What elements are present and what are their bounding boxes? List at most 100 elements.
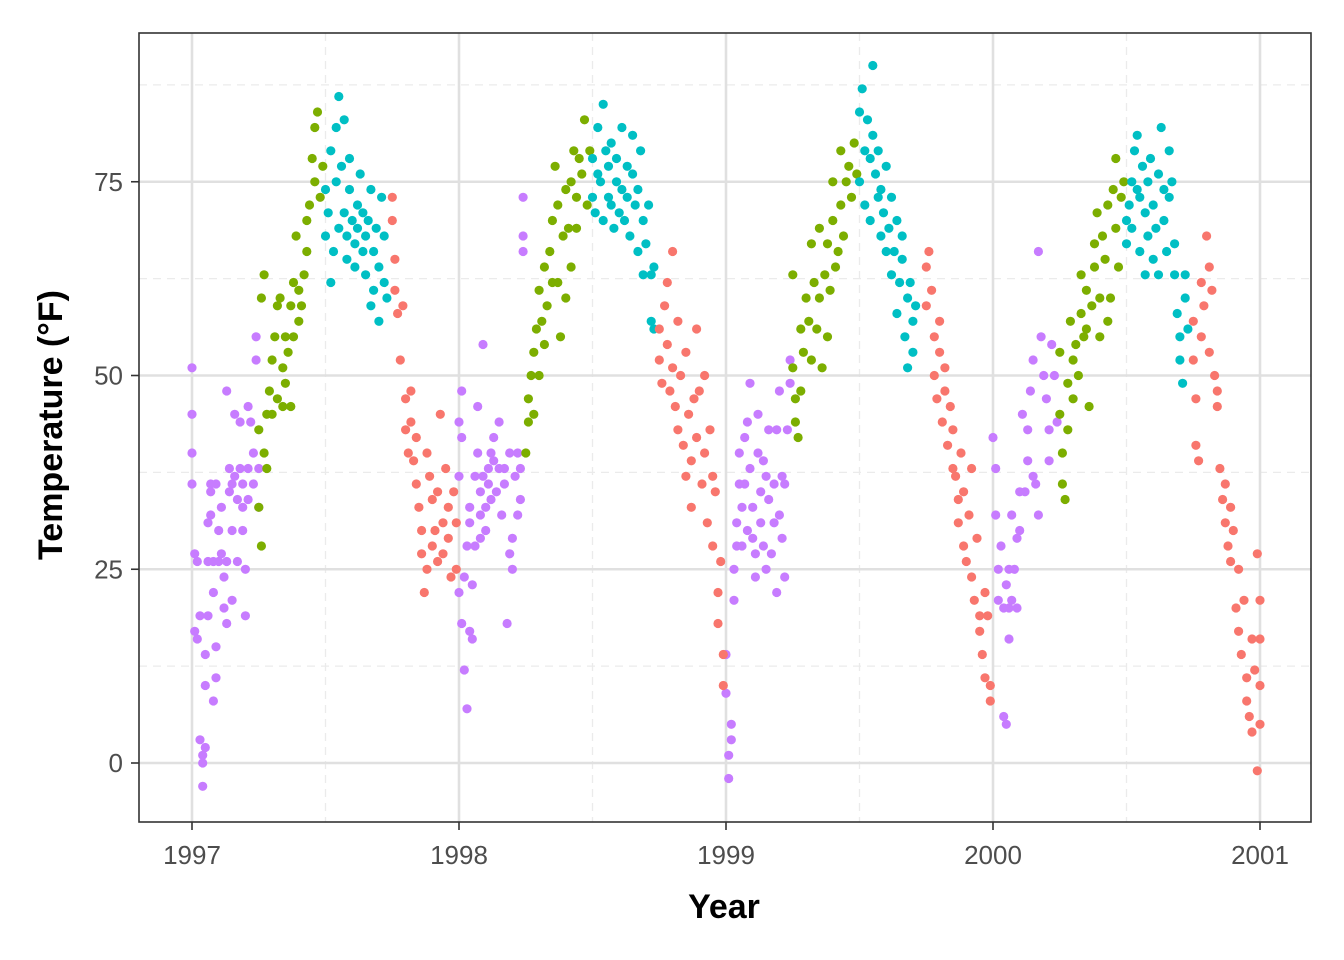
data-point-spring — [1108, 184, 1118, 195]
data-point-spring — [569, 146, 579, 156]
data-point-summer — [358, 246, 368, 257]
data-point-summer — [881, 161, 891, 171]
data-point-winter — [473, 448, 483, 458]
data-point-winter — [483, 463, 493, 474]
data-point-winter — [192, 634, 202, 644]
data-point-spring — [566, 262, 576, 272]
data-point-spring — [254, 502, 264, 512]
data-point-summer — [1127, 177, 1137, 187]
data-point-spring — [531, 324, 542, 334]
data-point-winter — [745, 463, 755, 474]
data-point-autumn — [713, 618, 723, 629]
data-point-winter — [1028, 471, 1038, 481]
data-point-spring — [571, 192, 582, 202]
data-point-summer — [371, 223, 381, 233]
data-point-spring — [1068, 394, 1078, 404]
data-point-autumn — [708, 541, 718, 551]
data-point-winter — [782, 425, 793, 435]
data-point-spring — [852, 169, 862, 179]
data-point-autumn — [1191, 394, 1201, 404]
data-point-winter — [214, 556, 224, 567]
data-point-autumn — [1191, 440, 1201, 450]
data-point-autumn — [398, 301, 408, 311]
data-point-spring — [796, 386, 806, 396]
data-point-spring — [788, 363, 798, 373]
data-point-autumn — [708, 471, 718, 481]
data-point-spring — [825, 285, 835, 295]
data-point-winter — [499, 463, 509, 474]
data-point-spring — [259, 270, 269, 280]
data-point-autumn — [449, 487, 459, 497]
data-point-summer — [873, 146, 883, 156]
data-point-spring — [1084, 401, 1094, 412]
data-point-winter — [764, 494, 774, 505]
data-point-summer — [622, 161, 632, 171]
data-point-winter — [192, 556, 202, 567]
data-point-summer — [1170, 239, 1180, 249]
data-point-summer — [1178, 378, 1188, 388]
data-point-summer — [646, 316, 656, 326]
data-point-winter — [470, 471, 480, 481]
data-point-winter — [211, 479, 221, 489]
data-point-summer — [876, 231, 886, 241]
data-point-spring — [534, 370, 544, 381]
data-point-winter — [491, 487, 501, 497]
data-point-autumn — [956, 448, 966, 458]
data-point-summer — [344, 153, 355, 164]
data-point-winter — [475, 533, 485, 543]
data-point-autumn — [1204, 262, 1214, 272]
data-point-winter — [489, 432, 499, 443]
x-tick-label: 1997 — [163, 840, 221, 870]
data-point-winter — [208, 587, 218, 598]
data-point-summer — [854, 177, 865, 187]
data-point-winter — [470, 541, 480, 551]
data-point-summer — [611, 177, 622, 187]
data-point-spring — [254, 425, 264, 435]
data-point-spring — [267, 355, 277, 365]
data-point-winter — [753, 409, 763, 419]
data-point-autumn — [438, 549, 448, 559]
data-point-summer — [1153, 270, 1164, 280]
data-point-spring — [1089, 239, 1100, 249]
data-point-autumn — [427, 541, 437, 551]
data-point-spring — [315, 192, 325, 202]
data-point-winter — [750, 572, 761, 582]
data-point-winter — [214, 525, 224, 536]
data-point-summer — [320, 231, 331, 241]
data-point-winter — [1028, 355, 1038, 365]
data-point-summer — [598, 99, 608, 109]
data-point-spring — [814, 223, 825, 233]
data-point-summer — [870, 169, 881, 179]
data-point-summer — [876, 184, 886, 195]
data-points — [187, 60, 1265, 791]
data-point-summer — [1137, 161, 1148, 171]
data-point-summer — [1124, 200, 1134, 210]
data-point-autumn — [451, 564, 461, 574]
data-point-autumn — [1250, 665, 1260, 675]
data-point-winter — [742, 417, 753, 427]
data-point-autumn — [959, 541, 969, 551]
data-point-summer — [889, 246, 899, 257]
data-point-winter — [243, 401, 253, 412]
data-point-winter — [772, 587, 782, 598]
data-point-winter — [724, 750, 734, 760]
data-point-autumn — [980, 587, 990, 598]
data-point-spring — [1065, 316, 1075, 326]
data-point-spring — [256, 293, 266, 303]
data-point-summer — [1167, 177, 1177, 187]
data-point-autumn — [390, 285, 400, 295]
data-point-winter — [507, 564, 517, 574]
data-point-autumn — [1244, 711, 1254, 722]
data-point-autumn — [1247, 634, 1257, 644]
data-point-autumn — [1204, 347, 1214, 357]
data-point-winter — [459, 572, 469, 582]
data-point-autumn — [1199, 301, 1209, 311]
data-point-summer — [379, 277, 389, 288]
data-point-winter — [748, 533, 758, 543]
data-point-summer — [1170, 270, 1180, 280]
data-point-autumn — [393, 308, 403, 319]
data-point-spring — [1087, 301, 1097, 311]
data-point-winter — [235, 417, 245, 427]
data-point-autumn — [967, 463, 977, 474]
data-point-summer — [339, 115, 349, 125]
